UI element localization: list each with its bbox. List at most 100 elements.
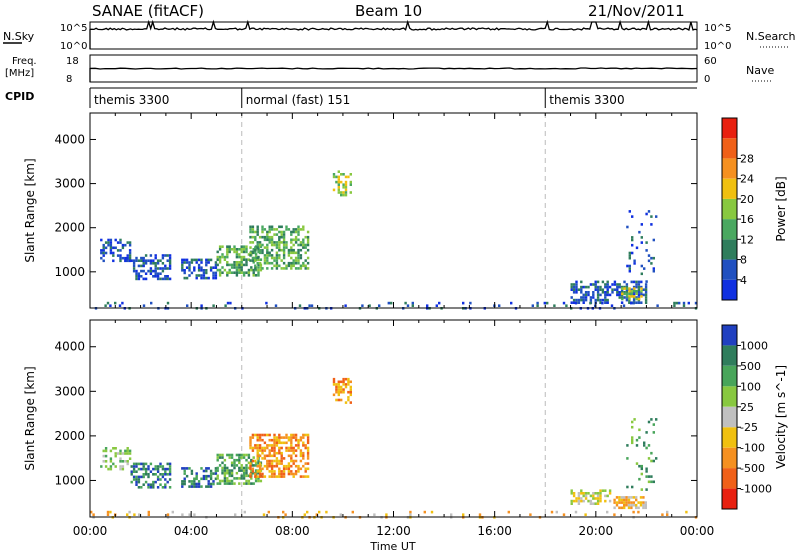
- range-gate-cell: [596, 494, 600, 498]
- range-gate-cell: [347, 175, 350, 179]
- y-tick-label: 1000: [54, 473, 85, 487]
- range-gate-cell: [200, 274, 203, 277]
- range-gate-cell: [285, 446, 288, 450]
- range-gate-cell: [280, 248, 283, 252]
- range-gate-cell: [570, 502, 573, 505]
- range-gate-cell: [625, 295, 629, 298]
- range-gate-cell: [575, 283, 578, 286]
- range-gate-cell: [282, 251, 286, 255]
- range-gate-cell: [263, 441, 267, 445]
- range-gate-cell: [306, 238, 310, 242]
- range-gate-cell: [335, 398, 338, 402]
- range-gate-cell: [337, 398, 340, 402]
- range-gate-cell: [270, 261, 274, 265]
- range-gate-cell: [625, 283, 629, 286]
- range-gate-cell: [263, 246, 267, 249]
- range-gate-cell: [214, 261, 218, 264]
- range-gate-cell: [114, 452, 117, 455]
- range-gate-cell: [589, 502, 593, 505]
- range-gate-cell: [263, 457, 267, 460]
- range-gate-cell: [249, 251, 252, 255]
- range-gate-cell: [342, 388, 345, 391]
- range-gate-cell: [285, 433, 288, 437]
- range-gate-cell: [294, 267, 298, 270]
- range-gate-cell: [128, 254, 132, 257]
- range-gate-cell: [254, 256, 257, 260]
- freq-label-1: Freq.: [12, 56, 37, 67]
- range-gate-cell: [195, 274, 198, 277]
- range-gate-cell: [589, 499, 593, 503]
- range-gate-cell: [618, 283, 621, 286]
- range-gate-cell: [104, 454, 108, 458]
- range-gate-cell: [257, 271, 260, 274]
- range-gate-cell: [618, 498, 621, 502]
- range-gate-cell: [290, 441, 293, 445]
- range-gate-cell: [249, 241, 252, 244]
- range-gate-cell: [92, 513, 95, 516]
- range-gate-cell: [181, 258, 184, 262]
- colorbar-label: Velocity [m s^-1]: [774, 365, 788, 469]
- range-gate-cell: [650, 215, 653, 218]
- range-gate-cell: [238, 271, 241, 274]
- range-gate-cell: [256, 228, 259, 231]
- range-gate-cell: [249, 444, 252, 447]
- range-gate-cell: [240, 453, 243, 457]
- range-gate-cell: [197, 263, 201, 267]
- range-gate-cell: [200, 276, 203, 280]
- range-gate-cell: [594, 283, 597, 286]
- range-gate-cell: [112, 447, 115, 450]
- range-gate-cell: [616, 293, 619, 297]
- range-gate-cell: [278, 449, 281, 452]
- range-gate-cell: [235, 263, 239, 267]
- range-gate-cell: [240, 263, 243, 267]
- range-gate-cell: [183, 467, 186, 470]
- range-gate-cell: [132, 267, 136, 270]
- range-gate-cell: [154, 256, 157, 260]
- range-gate-cell: [256, 230, 259, 234]
- range-gate-cell: [282, 464, 286, 468]
- range-gate-cell: [594, 280, 597, 284]
- range-gate-cell: [102, 246, 105, 250]
- range-gate-cell: [620, 296, 624, 299]
- range-gate-cell: [337, 180, 340, 184]
- range-gate-cell: [570, 499, 573, 503]
- range-gate-cell: [290, 248, 293, 252]
- range-gate-cell: [226, 471, 229, 475]
- range-gate-cell: [655, 418, 658, 421]
- range-gate-cell: [292, 261, 295, 265]
- range-gate-cell: [666, 510, 669, 514]
- range-gate-cell: [100, 249, 103, 252]
- range-gate-cell: [218, 245, 222, 248]
- range-gate-cell: [266, 251, 269, 255]
- range-gate-cell: [161, 256, 165, 260]
- range-gate-cell: [152, 259, 155, 262]
- range-gate-cell: [135, 277, 138, 281]
- range-gate-cell: [337, 388, 340, 391]
- range-gate-cell: [297, 256, 300, 260]
- range-gate-cell: [247, 271, 251, 274]
- range-gate-cell: [302, 475, 305, 478]
- range-gate-cell: [256, 475, 259, 478]
- range-gate-cell: [599, 288, 602, 291]
- range-gate-cell: [130, 480, 133, 484]
- range-gate-cell: [168, 259, 172, 262]
- range-gate-cell: [280, 235, 283, 239]
- range-gate-cell: [302, 238, 305, 242]
- range-gate-cell: [257, 274, 260, 277]
- range-gate-cell: [625, 503, 628, 507]
- x-tick-label: 04:00: [174, 524, 209, 538]
- range-gate-cell: [644, 285, 648, 289]
- range-gate-cell: [584, 494, 588, 498]
- range-gate-cell: [275, 267, 279, 270]
- range-gate-cell: [249, 225, 252, 229]
- range-gate-cell: [124, 449, 127, 453]
- range-gate-cell: [303, 513, 306, 516]
- range-gate-cell: [344, 183, 348, 186]
- range-gate-cell: [181, 261, 184, 264]
- range-gate-cell: [278, 241, 281, 244]
- y-tick-label: 3000: [54, 177, 85, 191]
- range-gate-cell: [635, 289, 638, 293]
- range-gate-cell: [285, 467, 288, 471]
- range-gate-cell: [223, 477, 227, 480]
- range-gate-cell: [594, 288, 597, 291]
